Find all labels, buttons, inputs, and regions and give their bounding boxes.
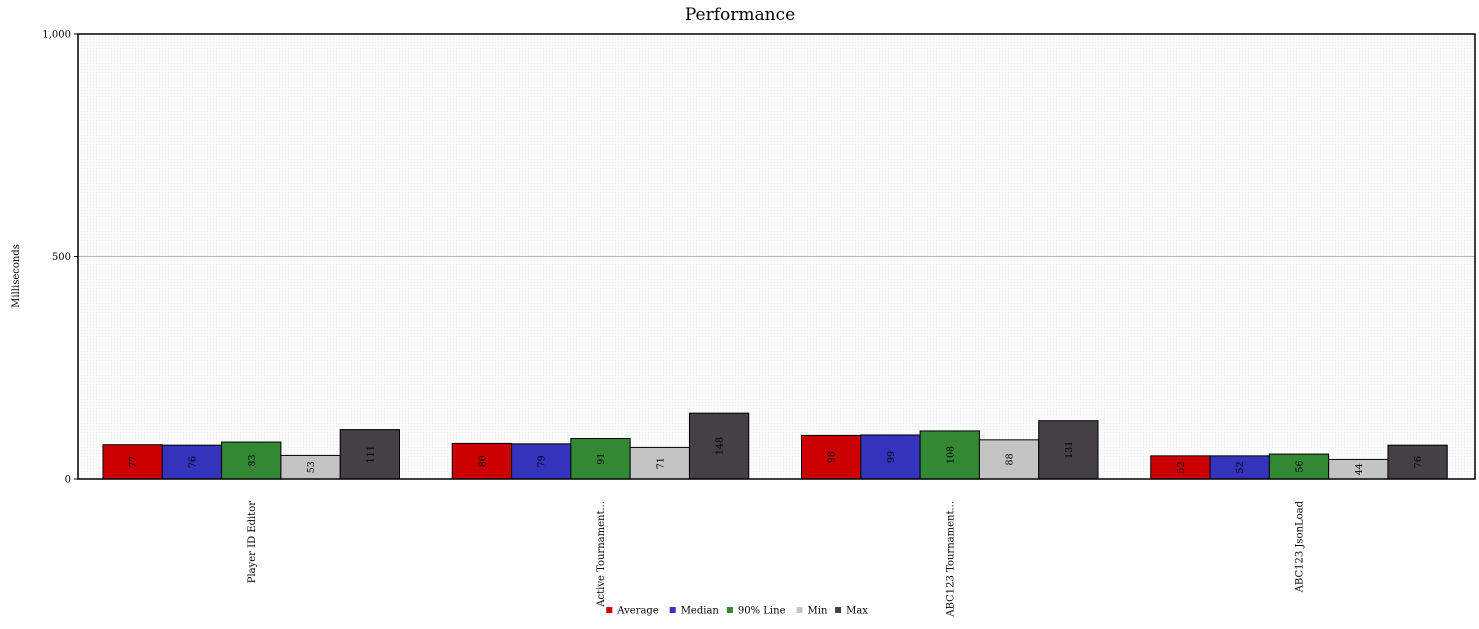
bar-average <box>102 444 163 480</box>
category-label: Player ID Editor <box>247 501 258 584</box>
bar-max <box>688 412 750 480</box>
bar-value-label: 80 <box>477 455 488 467</box>
bar-value-label: 79 <box>537 455 548 467</box>
legend-swatch <box>835 607 842 613</box>
legend-label: Min <box>808 606 828 617</box>
bar-median <box>511 443 572 480</box>
category-label: ABC123 JsonLoad <box>1295 500 1306 593</box>
category-label: Active Tournament... <box>596 501 607 608</box>
legend-swatch <box>796 607 803 613</box>
bar-value-label: 56 <box>1295 460 1306 472</box>
bar-value-label: 53 <box>306 461 317 473</box>
bar-value-label: 83 <box>247 454 258 466</box>
y-axis-ticks: 0 500 1,000 <box>42 30 78 486</box>
bar-value-label: 91 <box>596 453 607 465</box>
chart-title: Performance <box>685 5 795 25</box>
bar-value-label: 99 <box>886 451 897 463</box>
bar-value-label: 71 <box>655 457 666 469</box>
legend-swatch <box>669 607 676 613</box>
legend-label: Average <box>616 606 659 617</box>
bar-90-line <box>919 430 980 480</box>
bar-max <box>1038 420 1099 480</box>
legend: Average Median 90% Line Min Max <box>606 606 868 617</box>
bar-average <box>801 434 862 480</box>
y-tick-label: 0 <box>65 475 71 486</box>
bar-value-label: 52 <box>1235 461 1246 473</box>
bar-value-label: 44 <box>1354 463 1365 475</box>
bar-value-label: 108 <box>945 446 956 464</box>
bar-value-label: 76 <box>187 456 198 468</box>
legend-swatch <box>606 607 613 613</box>
x-axis-categories: Player ID Editor Active Tournament... ABC1… <box>247 500 1306 617</box>
bar-max <box>339 429 401 480</box>
legend-swatch <box>726 607 733 613</box>
bar-min <box>978 439 1040 480</box>
bar-value-label: 76 <box>1413 456 1424 468</box>
bar-value-label: 148 <box>715 437 726 455</box>
bar-value-label: 88 <box>1005 453 1016 465</box>
bars: 77 76 83 53 111 80 79 91 71 148 98 99 108 88 131 52 52 56… <box>102 412 1448 480</box>
bar-value-label: 77 <box>128 456 139 468</box>
y-axis-label: Milliseconds <box>11 244 22 308</box>
legend-label: Max <box>846 606 868 617</box>
legend-label: Median <box>681 606 720 617</box>
y-tick-label: 1,000 <box>42 30 71 41</box>
bar-max <box>1387 444 1448 480</box>
category-label: ABC123 Tournament... <box>945 501 956 618</box>
y-tick-label: 500 <box>52 252 71 263</box>
bar-value-label: 52 <box>1176 461 1187 473</box>
legend-label: 90% Line <box>738 606 786 617</box>
bar-value-label: 131 <box>1064 441 1075 459</box>
bar-value-label: 111 <box>365 445 376 463</box>
bar-min <box>629 446 690 480</box>
bar-value-label: 98 <box>827 451 838 463</box>
